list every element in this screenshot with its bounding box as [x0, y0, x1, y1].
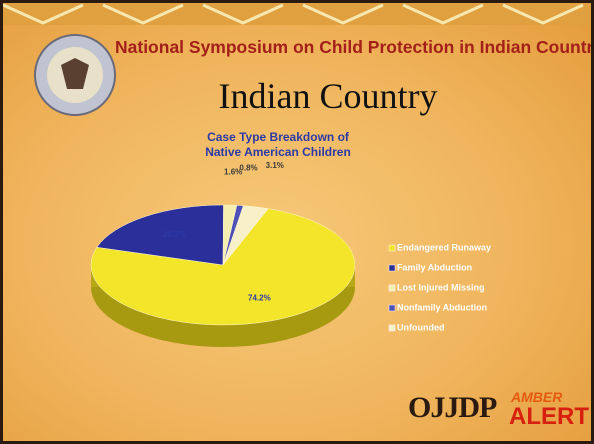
legend-label: Unfounded — [397, 322, 445, 332]
seal-eagle — [61, 58, 89, 89]
pie-slice — [222, 205, 269, 266]
chart: 74.2% Endangered Runaway 20.3% Family Abduc… — [3, 3, 591, 347]
banner: National Symposium on Child Protection i… — [115, 37, 594, 57]
data-label: 20.3% — [163, 230, 186, 239]
slide-title: Indian Country — [218, 76, 438, 116]
chart-title: Case Type Breakdown of Native American C… — [205, 130, 351, 159]
data-label: 0.8% — [239, 163, 257, 172]
logo-amber: AMBER — [511, 389, 563, 405]
pie-slice — [90, 208, 356, 326]
logo-ojjdp: OJJDP — [408, 391, 497, 424]
legend-label: Endangered Runaway — [397, 242, 491, 252]
border-pattern — [3, 3, 584, 25]
legend-swatch — [388, 284, 396, 292]
legend-label: Lost Injured Missing — [397, 282, 485, 292]
logo-alert: ALERT — [509, 403, 589, 430]
legend-label: Family Abduction — [397, 262, 472, 272]
legend-swatch — [388, 304, 396, 312]
data-label: 1.6% — [224, 168, 242, 177]
legend-swatch — [388, 244, 396, 252]
pie-slice — [96, 204, 224, 266]
data-label: 3.1% — [266, 161, 284, 170]
legend-swatch — [388, 324, 396, 332]
legend-label: Nonfamily Abduction — [397, 302, 487, 312]
data-label: 74.2% — [248, 293, 271, 302]
legend-swatch — [388, 264, 396, 272]
